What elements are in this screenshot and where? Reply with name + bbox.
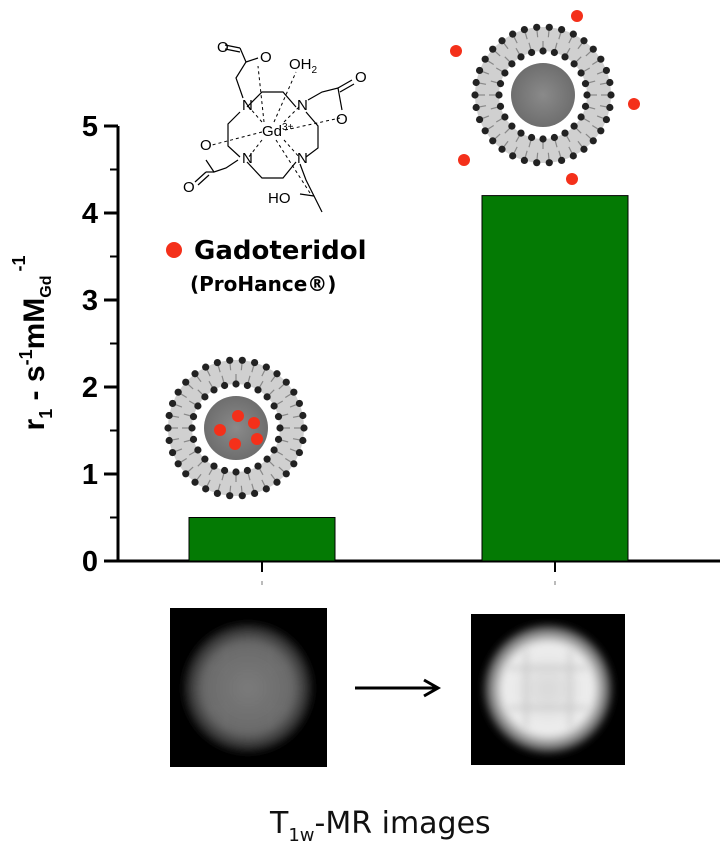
y-tick-label: 1 [82, 459, 98, 491]
mr-image-dim [170, 608, 327, 767]
y-tick-label: 0 [82, 546, 98, 578]
coord-n-ll [247, 139, 263, 159]
y-tick-label: 2 [82, 372, 98, 404]
atom-o-ur-carbonyl: O [355, 69, 367, 86]
gadoteridol-dot [458, 154, 470, 166]
gadoteridol-dot [628, 98, 640, 110]
atom-o-ll-carbonyl: O [183, 179, 195, 196]
bond-arm-lr [299, 163, 323, 213]
atom-n-ur: N [297, 97, 308, 114]
coord-o-ul [257, 65, 265, 123]
liposome-released-icon [450, 10, 640, 185]
gadoteridol-dot [571, 10, 583, 22]
gadoteridol-dot [566, 173, 578, 185]
atom-water: OH2 [289, 56, 318, 76]
y-axis-label: r1 - s-1mMGd-1 [9, 256, 56, 431]
legend-marker [166, 242, 182, 258]
ylabel-sup1: -1 [16, 349, 36, 365]
gadoteridol-dot [214, 424, 226, 436]
atom-ho: HO [268, 190, 291, 207]
y-axis: 0 1 2 3 4 5 [82, 111, 120, 578]
caption-suffix: -MR images [315, 806, 491, 841]
bars [188, 195, 629, 562]
bond-arm-ur-dbl [337, 79, 353, 89]
gadoteridol-dot [450, 45, 462, 57]
gd-symbol: Gd [262, 123, 282, 140]
bar [481, 195, 629, 562]
bond-arm-ur-dbl2 [339, 83, 355, 93]
ylabel-sub1: 1 [36, 409, 56, 419]
gd-charge: 3+ [282, 122, 294, 133]
atom-o-ur: O [336, 111, 348, 128]
bond-ring-top [246, 91, 297, 108]
atom-o-ll: O [200, 137, 212, 154]
ylabel-sub2: Gd [38, 276, 55, 298]
atom-n-ul: N [242, 97, 253, 114]
bond-ring-left [227, 111, 241, 158]
y-tick-label: 4 [82, 198, 98, 230]
atom-o-ul: O [260, 49, 272, 66]
gadoteridol-dot [232, 410, 244, 422]
caption: T1w-MR images [269, 806, 491, 846]
gadoteridol-dot [248, 417, 260, 429]
bar [188, 517, 336, 562]
bond-arm-lr-ho [299, 193, 315, 197]
bond-arm-ll-dbl [194, 171, 207, 183]
bond-arm-ul-dbl2 [224, 48, 241, 53]
coord-ho [275, 139, 311, 194]
bond-arm-ul [235, 47, 247, 99]
legend-name: Gadoteridol [194, 236, 367, 266]
ylabel-mid: - s [18, 365, 51, 408]
caption-prefix: T [269, 806, 289, 841]
coordination-bonds [211, 65, 341, 194]
ylabel-sup2: -1 [9, 256, 29, 272]
coord-n-lr [283, 139, 301, 159]
caption-sub: 1w [288, 825, 314, 846]
bond-arm-ll-dbl2 [197, 174, 210, 186]
bond-ring-right [305, 111, 319, 158]
structure-labels: O O OH2 O O N N N N Gd3+ O O HO [183, 39, 367, 207]
gadoteridol-structure [194, 44, 355, 213]
atom-n-lr: N [297, 150, 308, 167]
atom-o-ul-carbonyl: O [217, 39, 229, 56]
liposome-loaded-icon [164, 356, 308, 500]
ylabel-r: r [18, 418, 51, 430]
ylabel-mm: mM [18, 298, 51, 350]
bond-arm-ll [205, 159, 239, 173]
water-oh: OH [289, 56, 312, 73]
mr-image-bright [471, 614, 625, 765]
bond-arm-ul-dbl [224, 44, 241, 49]
bond-arm-ur [307, 87, 343, 111]
x-axis [116, 559, 720, 585]
svg-text:r1 - s-1mMGd-1: r1 - s-1mMGd-1 [9, 256, 56, 431]
coord-n-ur [283, 105, 301, 123]
coord-water [273, 71, 297, 123]
gadoteridol-dot [229, 438, 241, 450]
y-tick-label: 5 [82, 111, 98, 143]
legend: Gadoteridol (ProHance®) [166, 236, 367, 296]
water-sub: 2 [312, 65, 318, 76]
atom-n-ll: N [242, 150, 253, 167]
coord-o-ll [211, 131, 263, 146]
gadoteridol-dot [251, 433, 263, 445]
atom-gd: Gd3+ [262, 122, 294, 140]
y-ticks: 0 1 2 3 4 5 [82, 111, 118, 578]
bond-ring-bottom [246, 161, 297, 179]
bond-arm-ul-o [245, 57, 259, 63]
y-tick-label: 3 [82, 285, 98, 317]
legend-brand: (ProHance®) [190, 272, 336, 296]
arrow-icon [355, 678, 442, 698]
